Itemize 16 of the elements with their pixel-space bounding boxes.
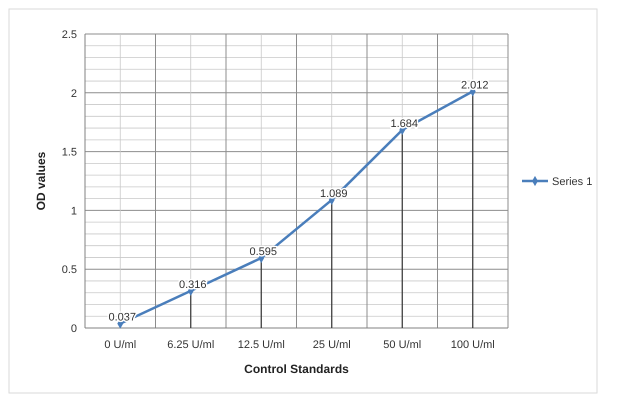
x-tick-label: 50 U/ml: [383, 339, 422, 351]
y-tick-label: 2.5: [62, 29, 77, 41]
y-tick-label: 2: [70, 88, 77, 100]
y-tick-label: 0.5: [62, 264, 77, 276]
data-label: 2.012: [460, 79, 489, 92]
x-tick-label: 6.25 U/ml: [167, 339, 214, 351]
x-tick-label: 0 U/ml: [104, 339, 136, 351]
y-tick-label: 1: [70, 205, 77, 218]
y-axis-title: OD values: [34, 151, 48, 210]
x-tick-label: 25 U/ml: [312, 339, 351, 351]
y-tick-label: 1.5: [62, 146, 77, 159]
x-tick-label: 12.5 U/ml: [238, 339, 285, 351]
y-tick-label: 0: [70, 323, 77, 335]
legend-label: Series 1: [552, 176, 592, 188]
x-axis-title: Control Standards: [244, 362, 350, 376]
x-tick-label: 100 U/ml: [450, 339, 495, 351]
